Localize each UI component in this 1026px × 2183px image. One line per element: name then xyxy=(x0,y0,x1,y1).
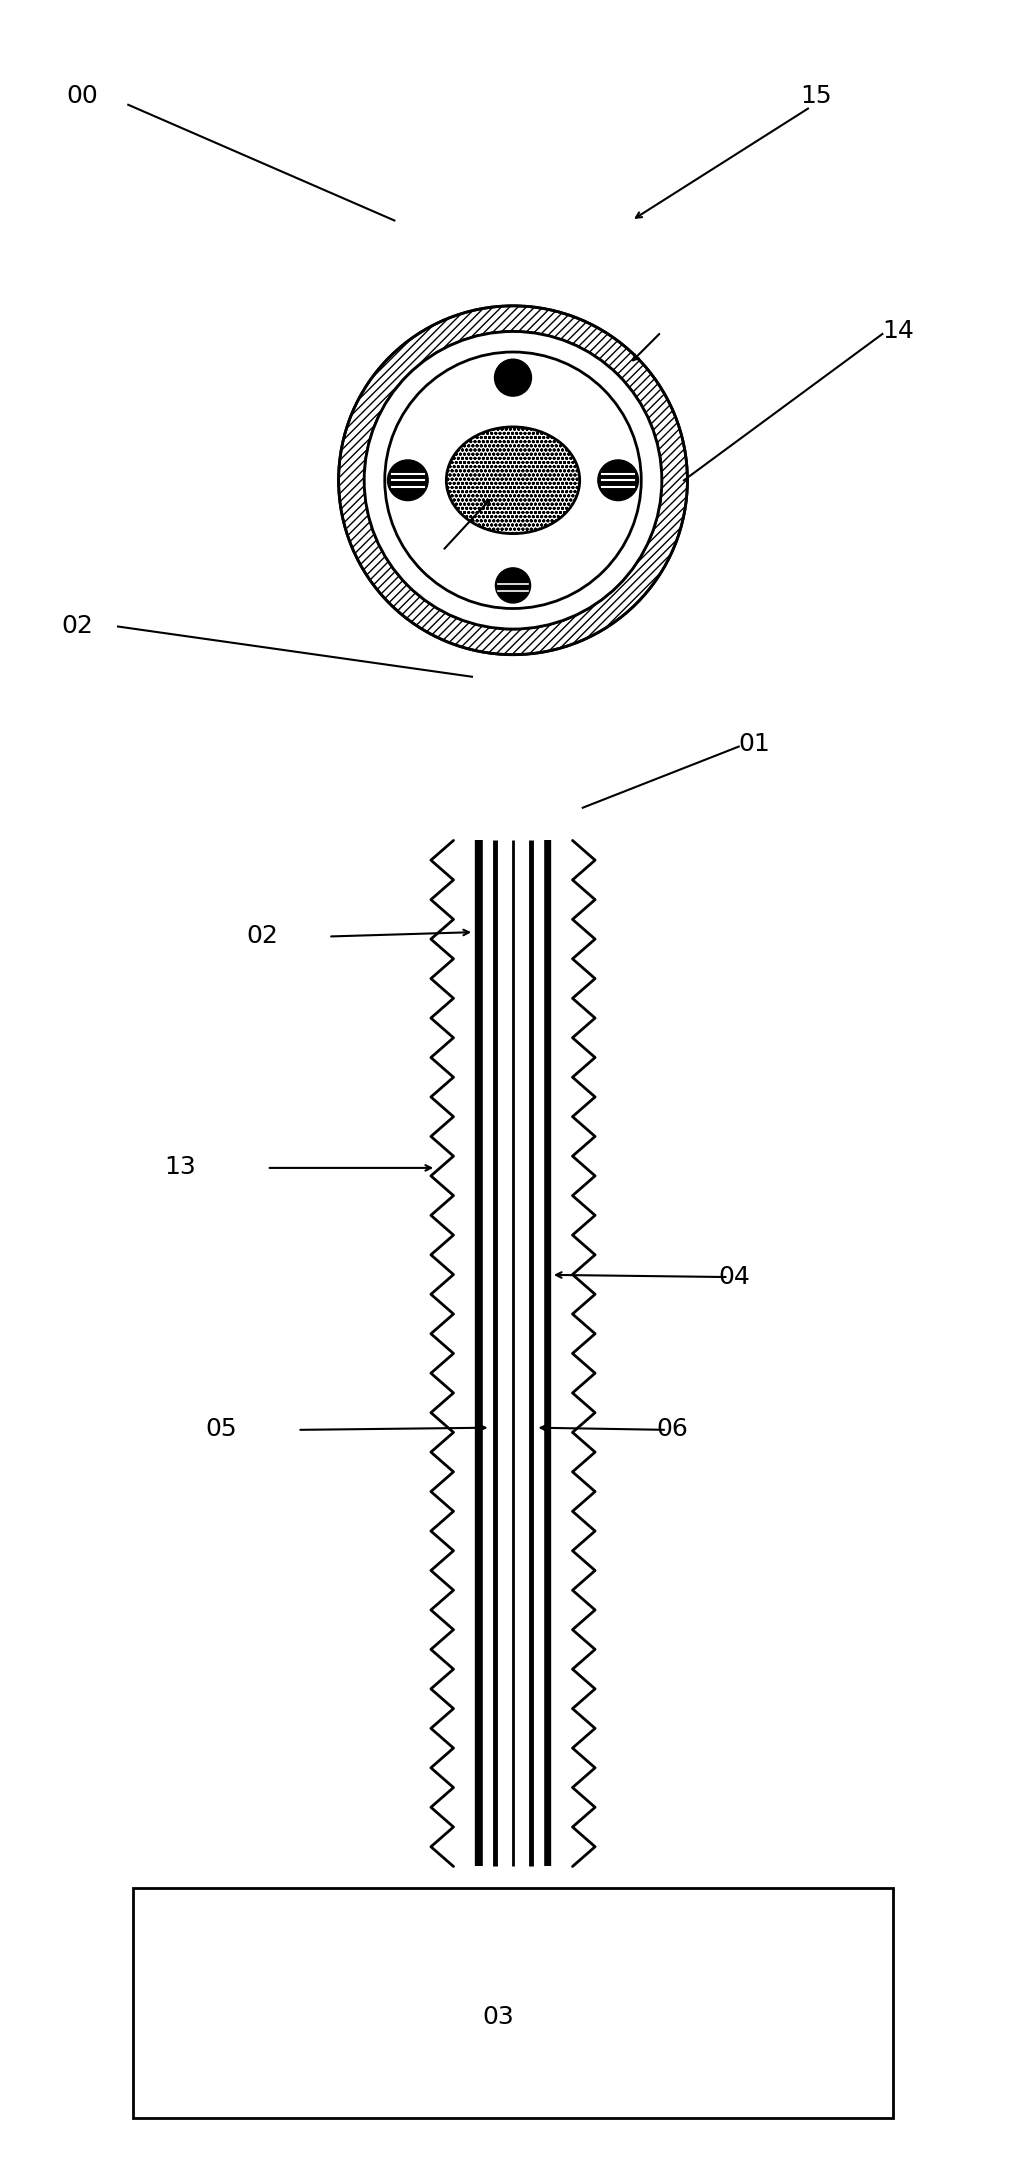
Circle shape xyxy=(496,568,530,603)
Bar xyxy=(133,1888,893,2118)
Circle shape xyxy=(385,351,641,609)
Text: 02: 02 xyxy=(246,923,278,947)
Bar xyxy=(477,840,549,1866)
Circle shape xyxy=(598,461,638,500)
Text: 03: 03 xyxy=(482,2004,514,2028)
Circle shape xyxy=(388,461,428,500)
Text: 05: 05 xyxy=(205,1417,237,1441)
Ellipse shape xyxy=(446,428,580,533)
Text: 06: 06 xyxy=(657,1417,688,1441)
Circle shape xyxy=(364,332,662,629)
Text: 01: 01 xyxy=(739,731,771,755)
Text: 02: 02 xyxy=(62,613,93,637)
Text: 13: 13 xyxy=(164,1155,196,1179)
Text: 00: 00 xyxy=(67,83,98,107)
Text: 15: 15 xyxy=(800,83,832,107)
Circle shape xyxy=(495,360,531,395)
Text: 14: 14 xyxy=(882,319,914,343)
Text: 04: 04 xyxy=(718,1264,750,1288)
